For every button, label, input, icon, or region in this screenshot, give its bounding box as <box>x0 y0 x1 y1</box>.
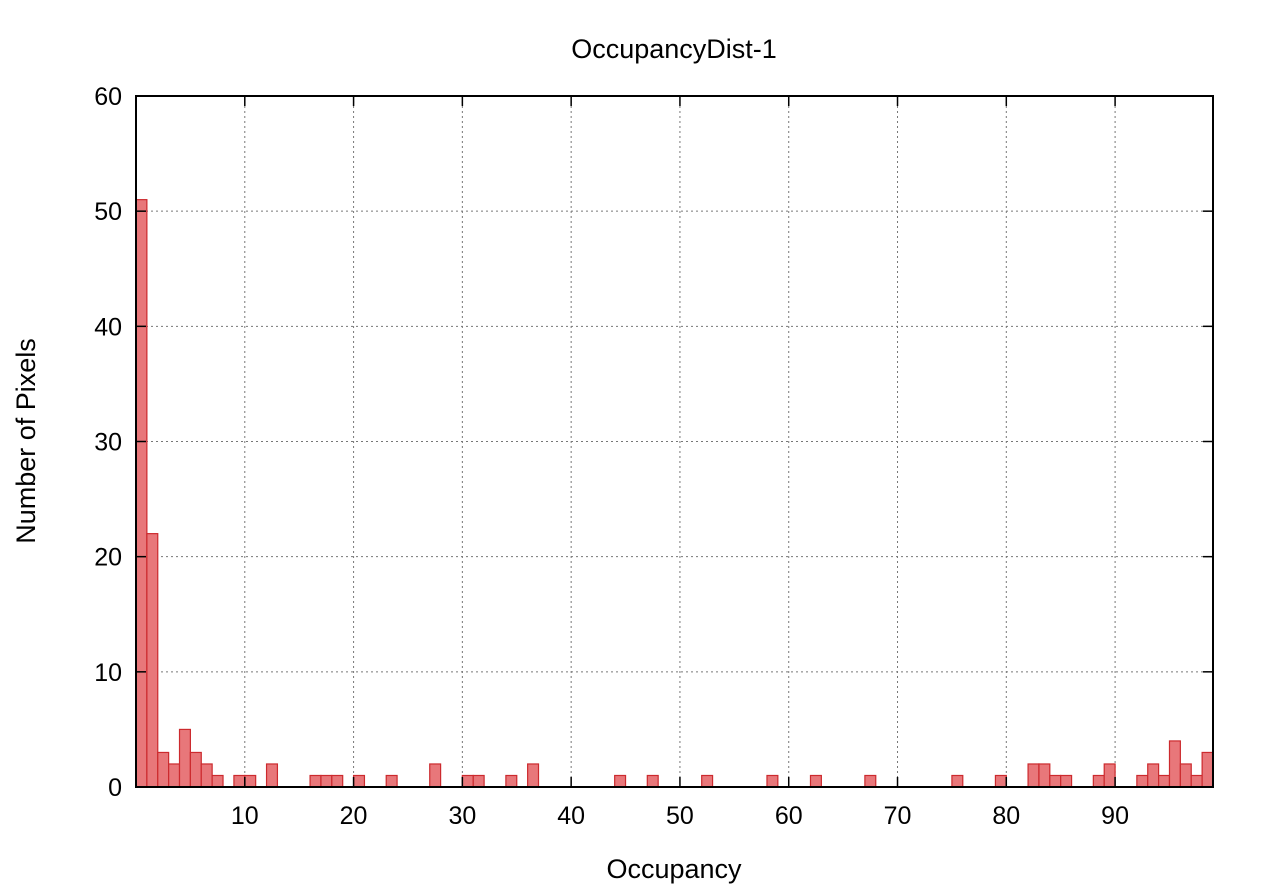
y-tick-label: 10 <box>94 659 122 687</box>
histogram-bar <box>1027 763 1040 788</box>
histogram-bar <box>385 774 398 788</box>
histogram-bar <box>809 774 822 788</box>
x-tick-label: 80 <box>992 802 1020 830</box>
histogram-bar <box>200 763 213 788</box>
histogram-bar <box>994 774 1007 788</box>
x-tick-label: 40 <box>557 802 585 830</box>
grid-lines <box>136 96 1213 787</box>
histogram-bar <box>1038 763 1051 788</box>
histogram-bar <box>1092 774 1105 788</box>
histogram-bar <box>331 774 344 788</box>
histogram-bar <box>614 774 627 788</box>
histogram-bar <box>461 774 474 788</box>
histogram-bar <box>320 774 333 788</box>
x-tick-label: 60 <box>775 802 803 830</box>
tick-labels: 0 10 20 30 40 50 60 10 20 30 40 50 60 70 80 90 <box>94 83 1129 830</box>
x-tick-label: 10 <box>231 802 259 830</box>
histogram-bar <box>189 751 202 788</box>
y-tick-label: 30 <box>94 429 122 457</box>
histogram-bar <box>146 533 159 788</box>
histogram-bar <box>157 751 170 788</box>
histogram-bar <box>244 774 257 788</box>
x-tick-label: 90 <box>1101 802 1129 830</box>
histogram-bar <box>505 774 518 788</box>
histogram-bar <box>766 774 779 788</box>
histogram-bar <box>178 728 191 788</box>
histogram-bar <box>1049 774 1062 788</box>
histogram-bar <box>1190 774 1203 788</box>
axis-ticks <box>136 95 1213 788</box>
histogram-bar <box>352 774 366 788</box>
histogram-bar <box>429 763 442 788</box>
histogram-bar <box>646 774 659 788</box>
histogram-bar <box>527 763 540 788</box>
histogram-bar <box>472 774 485 788</box>
histogram-bar <box>168 763 181 788</box>
histogram-bar <box>1147 763 1160 788</box>
chart-title: OccupancyDist-1 <box>571 34 777 64</box>
histogram-bar <box>265 763 279 788</box>
histogram-bar <box>1136 774 1149 788</box>
histogram-bar <box>1179 763 1192 788</box>
x-tick-label: 20 <box>340 802 368 830</box>
histogram-bar <box>1158 774 1171 788</box>
histogram-bar <box>135 199 148 788</box>
histogram-bar <box>1103 763 1116 788</box>
y-tick-label: 60 <box>94 83 122 111</box>
y-tick-label: 50 <box>94 198 122 226</box>
x-tick-label: 70 <box>884 802 912 830</box>
y-tick-label: 0 <box>108 774 122 802</box>
x-tick-label: 30 <box>448 802 476 830</box>
y-tick-label: 20 <box>94 544 122 572</box>
y-axis-title: Number of Pixels <box>11 338 41 544</box>
histogram-bar <box>1060 774 1073 788</box>
x-axis-title: Occupancy <box>606 854 742 884</box>
histogram-bar <box>701 774 714 788</box>
histogram-bar <box>233 774 246 788</box>
y-tick-label: 40 <box>94 313 122 341</box>
x-tick-label: 50 <box>666 802 694 830</box>
histogram-bar <box>864 774 877 788</box>
bars <box>135 199 1214 788</box>
histogram-bar <box>309 774 322 788</box>
histogram-bar <box>1168 740 1181 788</box>
histogram-bar <box>211 774 224 788</box>
histogram-bar <box>1201 751 1214 788</box>
histogram-bar <box>951 774 964 788</box>
